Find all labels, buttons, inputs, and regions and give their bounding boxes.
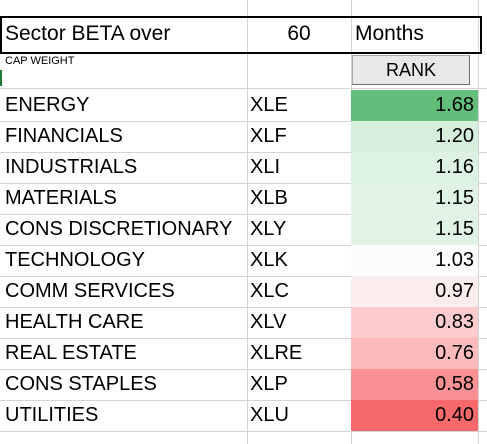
- gridline: [0, 369, 487, 370]
- gridline: [0, 431, 487, 432]
- sector-name-cell[interactable]: CONS STAPLES: [5, 373, 157, 395]
- sector-name-cell[interactable]: UTILITIES: [5, 404, 99, 426]
- gridline: [247, 0, 248, 444]
- sector-name-cell[interactable]: COMM SERVICES: [5, 280, 175, 302]
- beta-value-cell[interactable]: 1.15: [351, 214, 478, 245]
- table-row: ENERGY XLE 1.68: [0, 90, 487, 121]
- ticker-cell[interactable]: XLU: [250, 404, 289, 426]
- beta-value-cell[interactable]: 0.40: [351, 400, 478, 431]
- beta-value-cell[interactable]: 0.58: [351, 369, 478, 400]
- ticker-cell[interactable]: XLV: [250, 311, 287, 333]
- gridline: [0, 88, 487, 89]
- gridline: [0, 276, 487, 277]
- table-row: REAL ESTATE XLRE 0.76: [0, 338, 487, 369]
- ticker-cell[interactable]: XLY: [250, 218, 287, 240]
- sector-name-cell[interactable]: MATERIALS: [5, 187, 117, 209]
- ticker-cell[interactable]: XLC: [250, 280, 289, 302]
- beta-value-cell[interactable]: 1.68: [351, 90, 478, 121]
- header-period-unit-cell[interactable]: Months: [355, 22, 424, 45]
- ticker-cell[interactable]: XLB: [250, 187, 288, 209]
- table-row: MATERIALS XLB 1.15: [0, 183, 487, 214]
- table-row: COMM SERVICES XLC 0.97: [0, 276, 487, 307]
- table-row: HEALTH CARE XLV 0.83: [0, 307, 487, 338]
- ticker-cell[interactable]: XLP: [250, 373, 288, 395]
- sector-name-cell[interactable]: TECHNOLOGY: [5, 249, 146, 271]
- gridline: [0, 307, 487, 308]
- ticker-cell[interactable]: XLF: [250, 125, 287, 147]
- beta-value-cell[interactable]: 0.76: [351, 338, 478, 369]
- header-period-value-cell[interactable]: 60: [287, 22, 311, 45]
- gridline: [0, 338, 487, 339]
- gridline: [0, 121, 487, 122]
- table-row: FINANCIALS XLF 1.20: [0, 121, 487, 152]
- gridline: [478, 0, 479, 444]
- ticker-cell[interactable]: XLE: [250, 94, 288, 116]
- ticker-cell[interactable]: XLK: [250, 249, 288, 271]
- gridline: [0, 183, 487, 184]
- sector-name-cell[interactable]: HEALTH CARE: [5, 311, 144, 333]
- ticker-cell[interactable]: XLI: [250, 156, 281, 178]
- beta-value-cell[interactable]: 1.20: [351, 121, 478, 152]
- table-row: CONS STAPLES XLP 0.58: [0, 369, 487, 400]
- beta-value-cell[interactable]: 1.03: [351, 245, 478, 276]
- gridline: [0, 152, 487, 153]
- header-title-cell[interactable]: Sector BETA over: [5, 22, 171, 45]
- selection-marker: [0, 70, 2, 86]
- table-row: TECHNOLOGY XLK 1.03: [0, 245, 487, 276]
- beta-value-cell[interactable]: 0.83: [351, 307, 478, 338]
- gridline: [0, 400, 487, 401]
- sector-name-cell[interactable]: INDUSTRIALS: [5, 156, 138, 178]
- sector-name-cell[interactable]: CONS DISCRETIONARY: [5, 218, 233, 240]
- gridline: [0, 245, 487, 246]
- header-border: [0, 16, 482, 54]
- ticker-cell[interactable]: XLRE: [250, 342, 303, 364]
- rank-button[interactable]: RANK: [352, 55, 470, 85]
- sector-name-cell[interactable]: ENERGY: [5, 94, 90, 116]
- beta-value-cell[interactable]: 1.15: [351, 183, 478, 214]
- table-row: UTILITIES XLU 0.40: [0, 400, 487, 431]
- beta-value-cell[interactable]: 1.16: [351, 152, 478, 183]
- table-row: CONS DISCRETIONARY XLY 1.15: [0, 214, 487, 245]
- cap-weight-label: CAP WEIGHT: [5, 55, 75, 67]
- header-row: Sector BETA over 60 Months: [0, 16, 487, 52]
- table-row: INDUSTRIALS XLI 1.16: [0, 152, 487, 183]
- sector-name-cell[interactable]: FINANCIALS: [5, 125, 123, 147]
- beta-value-cell[interactable]: 0.97: [351, 276, 478, 307]
- gridline: [0, 214, 487, 215]
- sector-name-cell[interactable]: REAL ESTATE: [5, 342, 137, 364]
